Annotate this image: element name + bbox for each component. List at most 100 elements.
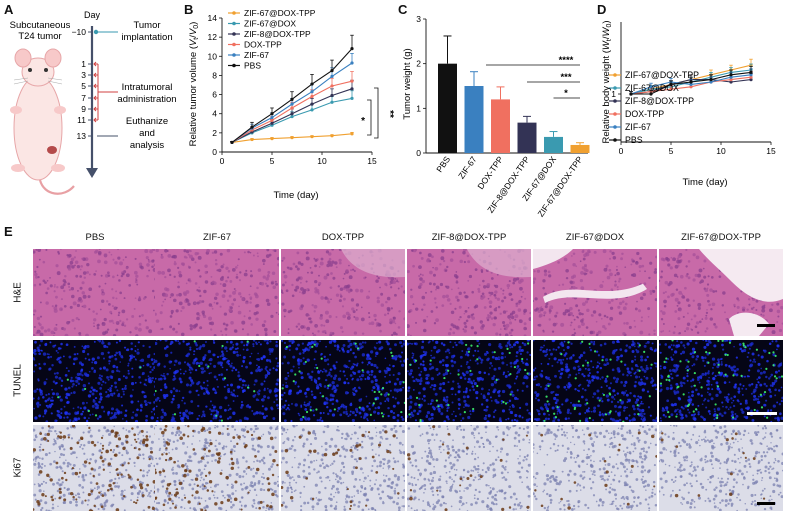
tunel-nucleus xyxy=(55,349,58,352)
x-tick-label-0: 0 xyxy=(220,156,225,166)
tunel-nucleus xyxy=(467,380,470,384)
tunel-nucleus xyxy=(254,379,258,383)
tunel-nucleus xyxy=(707,387,710,391)
he-nucleus xyxy=(662,323,665,325)
tunel-nucleus xyxy=(315,342,318,345)
tunel-nucleus xyxy=(46,353,49,355)
ki67-nucleus xyxy=(113,425,115,428)
tunel-nucleus xyxy=(599,397,603,400)
tunel-positive xyxy=(609,358,612,361)
tunel-positive xyxy=(753,408,756,412)
he-nucleus xyxy=(503,296,507,300)
he-nucleus xyxy=(324,332,327,334)
tunel-nucleus xyxy=(491,364,493,367)
day-label-7: 13 xyxy=(77,131,87,141)
tunel-nucleus xyxy=(314,366,316,369)
tunel-nucleus xyxy=(612,376,616,380)
he-nucleus xyxy=(36,265,39,269)
tunel-nucleus xyxy=(117,412,120,415)
tunel-nucleus xyxy=(54,344,57,347)
he-nucleus xyxy=(667,283,671,287)
he-nucleus xyxy=(234,289,237,292)
tunel-nucleus xyxy=(242,359,246,363)
tunel-nucleus xyxy=(58,360,62,364)
y-tick-label-4: 8 xyxy=(212,70,217,80)
ki67-nucleus xyxy=(112,450,115,454)
he-nucleus xyxy=(519,286,523,291)
tunel-nucleus xyxy=(101,340,104,342)
tunel-nucleus xyxy=(750,409,753,413)
tunel-nucleus xyxy=(80,412,84,416)
ki67-nucleus xyxy=(38,489,42,493)
tunel-nucleus xyxy=(371,389,374,392)
he-nucleus xyxy=(328,315,332,319)
tunel-nucleus xyxy=(134,413,138,417)
he-region xyxy=(341,249,405,278)
tunel-nucleus xyxy=(516,367,518,370)
tunel-nucleus xyxy=(578,356,582,359)
tunel-nucleus xyxy=(475,390,479,395)
he-nucleus xyxy=(296,267,300,271)
tunel-positive xyxy=(357,347,360,350)
tunel-nucleus xyxy=(63,405,66,408)
tunel-nucleus xyxy=(411,342,414,345)
ki67-nucleus xyxy=(50,430,53,432)
tunel-nucleus xyxy=(439,403,443,408)
tunel-nucleus xyxy=(692,379,694,382)
tunel-positive xyxy=(759,393,762,396)
tunel-nucleus xyxy=(487,414,491,418)
tunel-nucleus xyxy=(534,367,537,370)
tunel-nucleus xyxy=(388,364,391,366)
tunel-nucleus xyxy=(552,348,555,351)
tunel-nucleus xyxy=(697,392,700,396)
he-nucleus xyxy=(95,312,98,315)
tunel-nucleus xyxy=(228,415,232,419)
he-nucleus xyxy=(33,334,36,336)
he-nucleus xyxy=(178,292,182,297)
tunel-nucleus xyxy=(476,377,480,380)
he-nucleus xyxy=(115,321,119,324)
tunel-nucleus xyxy=(727,398,730,401)
he-nucleus xyxy=(515,302,518,306)
he-nucleus xyxy=(724,311,726,314)
tunel-nucleus xyxy=(394,357,398,361)
he-nucleus xyxy=(394,322,397,325)
he-nucleus xyxy=(660,310,663,313)
ki67-nucleus xyxy=(75,456,78,459)
he-nucleus xyxy=(177,322,180,325)
ki67-nucleus xyxy=(100,490,102,493)
he-nucleus xyxy=(133,270,138,275)
tunel-nucleus xyxy=(539,373,543,377)
tunel-nucleus xyxy=(570,342,573,345)
tunel-nucleus xyxy=(202,410,205,413)
tunel-nucleus xyxy=(628,414,631,417)
tunel-nucleus xyxy=(328,371,331,374)
tunel-nucleus xyxy=(43,409,48,413)
he-nucleus xyxy=(104,330,109,334)
he-nucleus xyxy=(677,254,682,259)
tunel-nucleus xyxy=(631,404,635,408)
he-nucleus xyxy=(245,269,248,272)
tunel-nucleus xyxy=(611,351,616,355)
tunel-positive xyxy=(726,353,729,357)
tunel-nucleus xyxy=(190,400,194,403)
he-nucleus xyxy=(305,256,310,261)
tunel-nucleus xyxy=(347,415,350,418)
series-point-4-5 xyxy=(729,75,733,79)
he-nucleus xyxy=(648,333,651,336)
ki67-nucleus xyxy=(130,499,133,502)
he-nucleus xyxy=(59,307,63,312)
histology-image-1-3 xyxy=(407,340,531,422)
tunel-nucleus xyxy=(179,411,182,414)
tunel-nucleus xyxy=(430,354,432,357)
series-point-4-4 xyxy=(709,80,713,84)
he-nucleus xyxy=(112,296,115,300)
he-nucleus xyxy=(687,276,691,280)
tunel-nucleus xyxy=(436,373,439,377)
he-nucleus xyxy=(260,281,265,286)
tunel-positive xyxy=(155,389,157,393)
he-nucleus xyxy=(233,329,238,333)
he-nucleus xyxy=(352,268,355,271)
he-nucleus xyxy=(365,295,370,300)
he-nucleus xyxy=(600,317,603,320)
